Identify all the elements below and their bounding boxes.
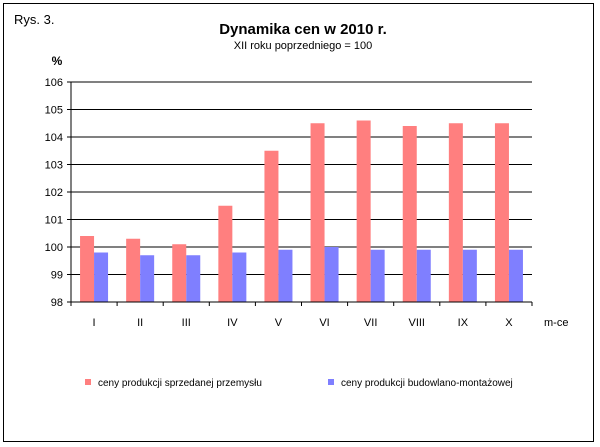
x-tick-label: IV xyxy=(227,317,238,329)
legend-label-construction: ceny produkcji budowlano-montażowej xyxy=(341,378,513,389)
y-tick-label: 98 xyxy=(51,297,63,309)
y-tick-label: 102 xyxy=(45,187,63,199)
chart-title: Dynamika cen w 2010 r. xyxy=(219,21,387,38)
x-tick-labels: I II III IV V VI VII VIII IX X xyxy=(70,302,533,329)
bar-industrial-VI xyxy=(310,123,325,302)
bar-industrial-II xyxy=(126,238,141,302)
bar-construction-VIII xyxy=(416,249,431,302)
bar-industrial-VIII xyxy=(402,126,417,302)
bars xyxy=(80,120,523,302)
y-tick-label: 100 xyxy=(45,242,63,254)
bar-construction-IV xyxy=(232,252,247,302)
y-tick-label: 101 xyxy=(45,215,63,227)
y-tick-label: 106 xyxy=(45,77,63,89)
bar-industrial-IX xyxy=(448,123,463,302)
y-tick-label: 99 xyxy=(51,270,63,282)
x-tick-label: IX xyxy=(458,317,469,329)
y-tick-label: 104 xyxy=(45,132,63,144)
x-axis-label: m-ce xyxy=(544,317,568,329)
x-tick-label: VIII xyxy=(408,317,425,329)
bar-construction-VII xyxy=(370,249,385,302)
legend-swatch-construction xyxy=(328,379,334,385)
y-axis-label: % xyxy=(52,54,63,68)
bar-construction-V xyxy=(278,249,293,302)
bar-industrial-I xyxy=(80,236,95,302)
bar-construction-IX xyxy=(462,249,477,302)
y-tick-label: 103 xyxy=(45,160,63,172)
y-tick-labels: 98 99 100 101 102 103 104 105 106 xyxy=(45,77,63,309)
y-tick-label: 105 xyxy=(45,105,63,117)
x-tick-label: V xyxy=(275,317,283,329)
chart-subtitle: XII roku poprzedniego = 100 xyxy=(234,40,373,52)
bar-construction-X xyxy=(508,249,523,302)
legend-swatch-industrial xyxy=(85,379,91,385)
bar-industrial-V xyxy=(264,150,279,302)
bar-industrial-VII xyxy=(356,120,371,302)
figure-label: Rys. 3. xyxy=(14,12,54,27)
bar-construction-III xyxy=(186,255,201,302)
x-tick-label: II xyxy=(137,317,143,329)
bar-construction-I xyxy=(94,252,109,302)
legend-label-industrial: ceny produkcji sprzedanej przemysłu xyxy=(98,378,262,389)
bar-construction-II xyxy=(140,255,155,302)
bar-industrial-IV xyxy=(218,205,233,302)
bar-industrial-X xyxy=(494,123,509,302)
x-tick-label: I xyxy=(93,317,96,329)
x-tick-label: VI xyxy=(319,317,329,329)
x-tick-label: VII xyxy=(364,317,377,329)
x-tick-label: III xyxy=(182,317,191,329)
bar-construction-VI xyxy=(324,247,339,302)
x-tick-label: X xyxy=(505,317,513,329)
bar-industrial-III xyxy=(172,244,187,302)
